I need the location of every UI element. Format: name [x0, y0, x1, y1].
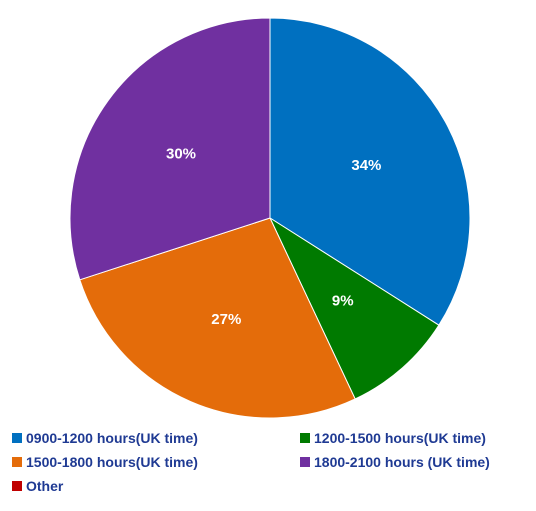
pie-slice: [79, 217, 356, 419]
legend-label: 1800-2100 hours (UK time): [314, 454, 490, 470]
pie-slice-label: 34%: [351, 157, 381, 174]
pie-slice-label: 30%: [166, 145, 196, 162]
legend-swatch: [300, 433, 310, 443]
legend-item-other: Other: [12, 478, 63, 494]
pie-slice: [69, 17, 271, 281]
legend-swatch: [12, 433, 22, 443]
pie-slice: [268, 216, 440, 400]
pie-slice-label: 9%: [332, 293, 354, 310]
legend-label: 0900-1200 hours(UK time): [26, 430, 198, 446]
pie-slice: [269, 17, 471, 326]
pie-slices: [69, 17, 471, 419]
legend-swatch: [12, 481, 22, 491]
pie-slice-labels: 34% 9% 27% 30%: [166, 145, 381, 328]
legend-label: 1200-1500 hours(UK time): [314, 430, 486, 446]
legend-item-1500-1800: 1500-1800 hours(UK time): [12, 454, 198, 470]
pie-chart: 34% 9% 27% 30%: [69, 17, 471, 419]
legend-swatch: [300, 457, 310, 467]
legend-item-0900-1200: 0900-1200 hours(UK time): [12, 430, 198, 446]
legend-item-1200-1500: 1200-1500 hours(UK time): [300, 430, 486, 446]
legend-label: 1500-1800 hours(UK time): [26, 454, 198, 470]
legend-swatch: [12, 457, 22, 467]
pie-slice-label: 27%: [211, 311, 241, 328]
legend-label: Other: [26, 478, 64, 494]
legend-item-1800-2100: 1800-2100 hours (UK time): [300, 454, 490, 470]
